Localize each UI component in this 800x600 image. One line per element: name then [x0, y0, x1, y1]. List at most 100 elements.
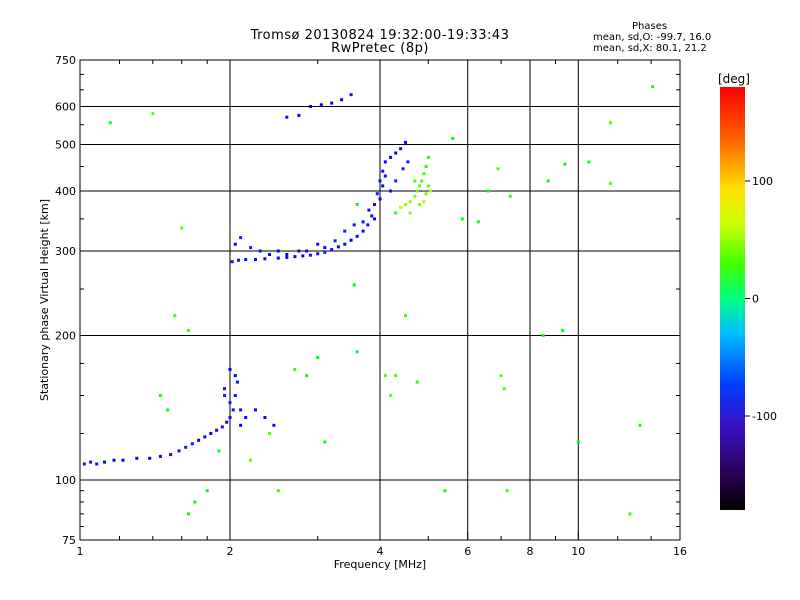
echo-point [230, 260, 234, 264]
echo-point [378, 197, 382, 201]
echo-point [244, 416, 248, 419]
echo-point [389, 155, 393, 159]
echo-point [186, 512, 190, 516]
chart-subtitle: RwPretec (8p) [331, 41, 429, 56]
echo-point [228, 367, 232, 371]
y-tick-label: 750 [55, 54, 76, 67]
echo-point [297, 249, 301, 253]
echo-point [541, 334, 545, 337]
echo-point [323, 440, 327, 444]
axes-layer: 1 2 4 6 8 10 16 75 100 200 300 400 500 600 750 [55, 54, 687, 558]
echo-point [305, 374, 309, 378]
echo-point [404, 314, 407, 318]
echo-point [426, 184, 430, 188]
echo-point [158, 454, 162, 458]
x-tick-label: 6 [464, 545, 471, 558]
echo-point [193, 500, 197, 504]
echo-point [355, 234, 359, 238]
echo-point [151, 112, 155, 116]
echo-point [394, 211, 398, 215]
echo-point [361, 229, 365, 233]
stats-o-mode: mean, sd,O: -99.7, 16.0 [593, 32, 711, 43]
echo-point [215, 428, 219, 432]
echo-point [361, 220, 365, 224]
echo-point [316, 242, 320, 246]
echo-point [505, 489, 509, 493]
echo-point [323, 246, 327, 250]
y-tick-label: 500 [55, 139, 76, 152]
echo-point [389, 394, 393, 397]
echo-point [401, 167, 405, 171]
echo-point [158, 394, 162, 397]
echo-point [394, 179, 398, 183]
echo-point [340, 98, 344, 102]
echo-point [249, 458, 253, 462]
echo-point [186, 328, 190, 332]
echo-point [108, 121, 112, 125]
echo-point [239, 408, 243, 412]
echo-point [235, 380, 239, 384]
echo-point [82, 462, 86, 466]
echo-point [272, 423, 276, 427]
echo-point [319, 103, 323, 107]
x-tick-label: 10 [571, 545, 585, 558]
echo-point [383, 160, 387, 164]
echo-point [220, 425, 224, 429]
echo-point [587, 160, 591, 164]
echo-point [424, 192, 428, 196]
echo-point [508, 194, 512, 198]
echo-point [228, 416, 232, 419]
echo-point [166, 408, 170, 412]
colorbar-ticks: 100 0 -100 [745, 175, 777, 423]
echo-point [383, 174, 387, 178]
echo-point [268, 432, 271, 435]
echo-point [352, 223, 356, 227]
echo-point [628, 512, 632, 516]
y-tick-label: 400 [55, 185, 76, 198]
echo-point [330, 101, 334, 105]
echo-point [237, 258, 240, 262]
series-o-mode-f-layer-trace [230, 140, 407, 264]
echo-point [608, 181, 612, 185]
x-axis-label: Frequency [MHz] [334, 558, 426, 571]
echo-point [177, 449, 181, 453]
echo-point [223, 387, 226, 391]
echo-point [169, 453, 173, 457]
echo-point [301, 254, 305, 258]
echo-point [308, 253, 312, 257]
echo-point [413, 194, 417, 198]
echo-point [422, 172, 426, 176]
colorbar: [deg] 100 0 -100 [718, 72, 777, 510]
series-scattered-echoes [108, 85, 655, 516]
echo-point [249, 246, 253, 250]
echo-point [148, 456, 152, 460]
echo-point [443, 489, 447, 493]
echo-point [418, 203, 421, 206]
echo-point [254, 408, 257, 412]
echo-point [239, 423, 243, 427]
echo-point [355, 203, 359, 206]
echo-point [375, 192, 379, 196]
echo-point [197, 438, 201, 442]
echo-point [399, 147, 403, 151]
echo-point [546, 179, 550, 183]
echo-point [404, 203, 407, 206]
echo-point [293, 367, 297, 371]
stats-o-values: -99.7, 16.0 [656, 32, 712, 43]
y-axis-label: Stationary phase Virtual Height [km] [38, 199, 51, 401]
echo-point [203, 435, 207, 439]
echo-point [263, 257, 267, 261]
echo-point [285, 255, 289, 259]
echo-point [223, 394, 226, 397]
echo-point [323, 250, 327, 254]
stats-o-label: mean, sd,O: [593, 32, 654, 43]
echo-point [225, 420, 229, 424]
echo-point [651, 85, 655, 89]
grid-layer [80, 60, 680, 540]
echo-point [121, 458, 125, 462]
echo-point [426, 155, 430, 159]
echo-point [190, 442, 194, 446]
y-tick-label: 100 [55, 474, 76, 487]
echo-point [184, 445, 188, 449]
